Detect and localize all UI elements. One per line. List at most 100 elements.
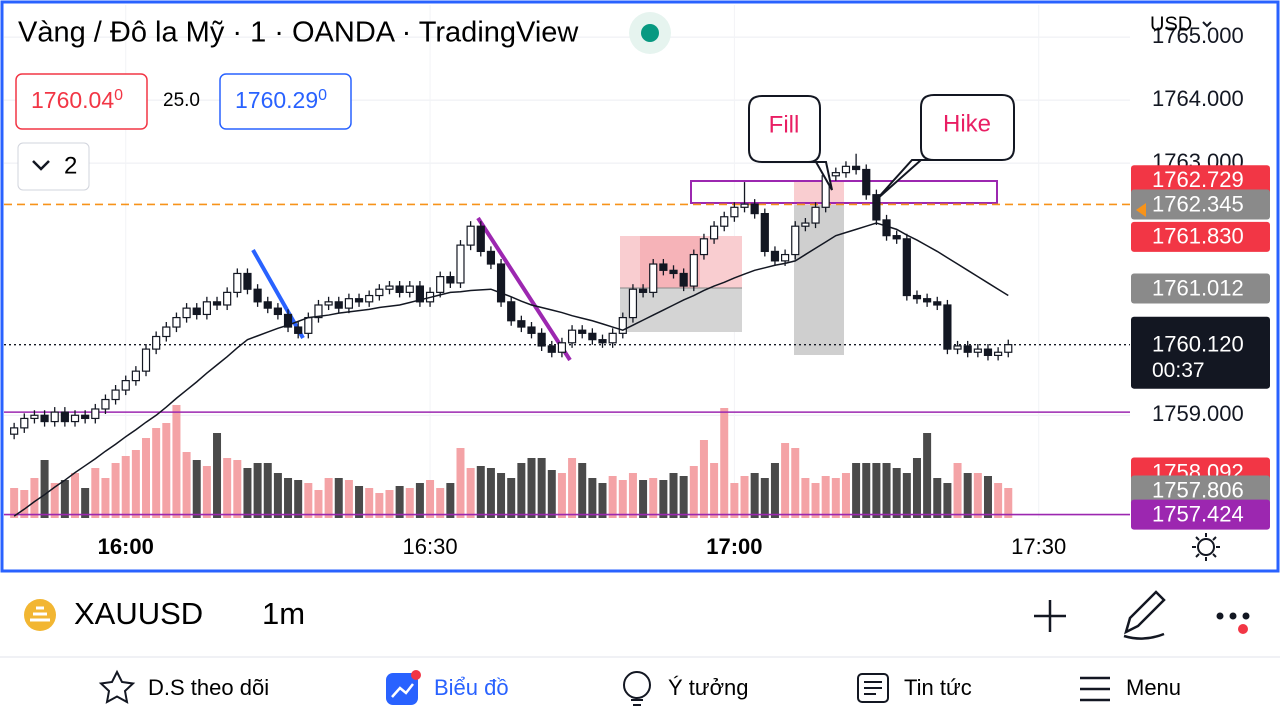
- x-tick-label: 17:30: [1011, 534, 1066, 559]
- volume-bar: [131, 450, 140, 518]
- nav-item[interactable]: Biểu đồ: [434, 675, 509, 700]
- y-tick-label: 1765.000: [1152, 23, 1244, 48]
- nav-item[interactable]: Tin tức: [904, 675, 972, 700]
- candle-body: [933, 301, 942, 306]
- volume-bar: [791, 448, 800, 518]
- callouts: Fill Hike: [748, 94, 1015, 201]
- candle-body: [537, 332, 546, 347]
- candle-body: [405, 285, 414, 293]
- volume-pane: [10, 405, 1013, 518]
- volume-bar: [192, 460, 201, 518]
- currency[interactable]: USD: [1150, 13, 1192, 35]
- volume-bar: [639, 480, 648, 518]
- volume-bar: [486, 468, 495, 518]
- symbol[interactable]: XAUUSD: [74, 596, 203, 631]
- settings-icon[interactable]: [1192, 533, 1220, 561]
- market-open-dot: [641, 24, 659, 42]
- candle-body: [811, 206, 820, 224]
- range-box: [690, 180, 998, 204]
- volume-bar: [152, 428, 161, 518]
- volume-bar: [943, 483, 952, 518]
- price-label-text: 1757.424: [1152, 501, 1244, 526]
- draw-button[interactable]: [1123, 590, 1166, 640]
- volume-bar: [162, 423, 171, 518]
- candle-body: [263, 301, 272, 309]
- candle-body: [882, 219, 891, 237]
- volume-bar: [831, 478, 840, 518]
- volume-bar: [466, 468, 475, 518]
- candle-body: [953, 345, 962, 350]
- candle-body: [730, 206, 739, 218]
- interval[interactable]: 1m: [262, 596, 305, 631]
- candle-body: [81, 414, 90, 420]
- volume-bar: [365, 488, 374, 518]
- nav-item[interactable]: D.S theo dõi: [148, 675, 269, 700]
- x-tick-label: 17:00: [706, 534, 762, 559]
- volume-bar: [60, 480, 69, 518]
- candle-body: [141, 348, 151, 372]
- price-label-text: 1761.012: [1152, 275, 1244, 300]
- candle-body: [40, 414, 49, 423]
- ideas-icon: [623, 671, 651, 699]
- indicator-toggle[interactable]: [17, 142, 90, 191]
- price-label-text: 1761.830: [1152, 224, 1244, 249]
- ask: 1760.29: [235, 87, 318, 113]
- volume-bar: [618, 480, 627, 518]
- news-icon-lines: [864, 681, 882, 695]
- volume-bar: [659, 480, 668, 518]
- candle-body: [202, 301, 211, 316]
- price-label: [1131, 475, 1270, 506]
- candle-body: [324, 301, 333, 306]
- volume-bar: [253, 463, 262, 518]
- moving-average: [13, 222, 1009, 517]
- annotation: Fill: [769, 111, 800, 138]
- x-tick-label: 16:00: [98, 534, 154, 559]
- nav-item[interactable]: Menu: [1126, 675, 1181, 700]
- volume-bar: [172, 405, 181, 518]
- buy-box[interactable]: [219, 73, 352, 130]
- volume-bar: [1004, 488, 1013, 518]
- candle-body: [862, 168, 871, 196]
- candle-body: [689, 253, 698, 287]
- volume-bar: [517, 463, 526, 518]
- volume-bar: [324, 478, 333, 518]
- candle-body: [973, 348, 982, 353]
- volume-bar: [284, 478, 293, 518]
- volume-bar: [730, 483, 739, 518]
- price-label-text: 1762.729: [1152, 167, 1244, 192]
- volume-bar: [740, 476, 749, 518]
- price-label: [1131, 221, 1270, 252]
- gold-bars: [30, 606, 50, 622]
- stop-zone: [620, 288, 742, 332]
- volume-bar: [568, 458, 577, 518]
- volume-bar: [121, 456, 130, 518]
- candle-body: [283, 313, 293, 328]
- chart-icon-line: [391, 683, 414, 698]
- add-button[interactable]: [1034, 600, 1066, 632]
- candle-body: [10, 427, 19, 435]
- candle-body: [618, 316, 627, 334]
- candle-body: [223, 291, 232, 306]
- sell-box[interactable]: [15, 73, 148, 130]
- candle-body: [547, 345, 556, 353]
- candle-body: [60, 411, 69, 423]
- stop-zone: [794, 205, 844, 355]
- candle-body: [507, 301, 516, 322]
- volume-bar: [953, 463, 962, 518]
- volume-bar: [679, 476, 688, 518]
- candle-body: [466, 225, 475, 246]
- candle-body: [476, 225, 485, 253]
- volume-bar: [436, 488, 445, 518]
- volume-bar: [385, 490, 394, 518]
- candle-body: [578, 329, 587, 334]
- candle-body: [892, 235, 901, 240]
- candle-body: [365, 294, 374, 303]
- candle-body: [750, 203, 759, 215]
- more-button[interactable]: [1216, 612, 1250, 635]
- candle-body: [111, 389, 120, 401]
- volume-bar: [415, 483, 424, 518]
- nav-item[interactable]: Ý tưởng: [668, 675, 749, 700]
- volume-bar: [476, 466, 485, 518]
- volume-bar: [243, 468, 252, 518]
